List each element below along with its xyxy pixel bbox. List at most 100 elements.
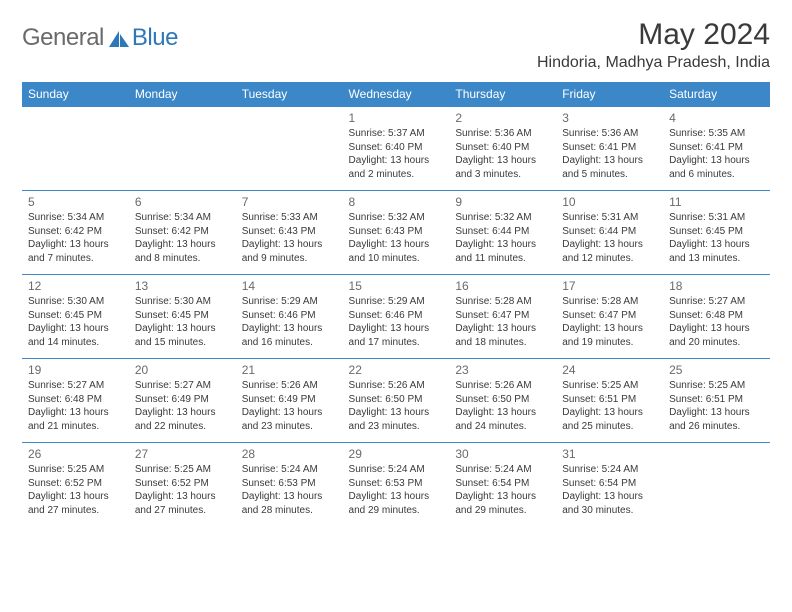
daylight-line: Daylight: 13 hours and 21 minutes.: [28, 406, 123, 433]
day-info: Sunrise: 5:32 AMSunset: 6:43 PMDaylight:…: [349, 211, 444, 265]
sunset-line: Sunset: 6:40 PM: [455, 141, 550, 155]
sunset-line: Sunset: 6:54 PM: [455, 477, 550, 491]
day-number: 11: [669, 195, 764, 209]
day-number: 13: [135, 279, 230, 293]
sunrise-line: Sunrise: 5:30 AM: [135, 295, 230, 309]
sunrise-line: Sunrise: 5:27 AM: [669, 295, 764, 309]
day-header: Saturday: [663, 82, 770, 107]
sunset-line: Sunset: 6:49 PM: [135, 393, 230, 407]
sunset-line: Sunset: 6:53 PM: [349, 477, 444, 491]
day-number: 10: [562, 195, 657, 209]
topbar: General Blue May 2024 Hindoria, Madhya P…: [22, 18, 770, 72]
calendar-day-cell: 6Sunrise: 5:34 AMSunset: 6:42 PMDaylight…: [129, 191, 236, 275]
day-info: Sunrise: 5:24 AMSunset: 6:53 PMDaylight:…: [349, 463, 444, 517]
day-info: Sunrise: 5:24 AMSunset: 6:54 PMDaylight:…: [562, 463, 657, 517]
calendar-header-row: SundayMondayTuesdayWednesdayThursdayFrid…: [22, 82, 770, 107]
calendar-day-cell: 1Sunrise: 5:37 AMSunset: 6:40 PMDaylight…: [343, 107, 450, 191]
calendar-day-cell: 12 Sunrise: 5:30 AMSunset: 6:45 PMDayligh…: [22, 275, 129, 359]
day-info: Sunrise: 5:33 AMSunset: 6:43 PMDaylight:…: [242, 211, 337, 265]
day-number: 23: [455, 363, 550, 377]
sunrise-line: Sunrise: 5:34 AM: [135, 211, 230, 225]
logo: General Blue: [22, 18, 178, 52]
daylight-line: Daylight: 13 hours and 16 minutes.: [242, 322, 337, 349]
sunset-line: Sunset: 6:48 PM: [669, 309, 764, 323]
sunrise-line: Sunrise: 5:24 AM: [455, 463, 550, 477]
day-info: Sunrise: 5:27 AMSunset: 6:48 PMDaylight:…: [28, 379, 123, 433]
calendar-week-row: 26Sunrise: 5:25 AMSunset: 6:52 PMDayligh…: [22, 443, 770, 527]
sunrise-line: Sunrise: 5:26 AM: [455, 379, 550, 393]
day-number: 3: [562, 111, 657, 125]
day-number: 2: [455, 111, 550, 125]
day-number: 28: [242, 447, 337, 461]
logo-text-blue: Blue: [132, 24, 178, 52]
calendar-day-cell: 9Sunrise: 5:32 AMSunset: 6:44 PMDaylight…: [449, 191, 556, 275]
daylight-line: Daylight: 13 hours and 24 minutes.: [455, 406, 550, 433]
calendar-week-row: 5Sunrise: 5:34 AMSunset: 6:42 PMDaylight…: [22, 191, 770, 275]
daylight-line: Daylight: 13 hours and 17 minutes.: [349, 322, 444, 349]
daylight-line: Daylight: 13 hours and 19 minutes.: [562, 322, 657, 349]
calendar-day-cell: 4Sunrise: 5:35 AMSunset: 6:41 PMDaylight…: [663, 107, 770, 191]
daylight-line: Daylight: 13 hours and 7 minutes.: [28, 238, 123, 265]
daylight-line: Daylight: 13 hours and 12 minutes.: [562, 238, 657, 265]
day-number: 29: [349, 447, 444, 461]
sunrise-line: Sunrise: 5:32 AM: [349, 211, 444, 225]
sunset-line: Sunset: 6:54 PM: [562, 477, 657, 491]
day-info: Sunrise: 5:29 AMSunset: 6:46 PMDaylight:…: [349, 295, 444, 349]
calendar-day-cell: 7Sunrise: 5:33 AMSunset: 6:43 PMDaylight…: [236, 191, 343, 275]
day-info: Sunrise: 5:30 AMSunset: 6:45 PMDaylight:…: [28, 295, 123, 349]
calendar-week-row: 19Sunrise: 5:27 AMSunset: 6:48 PMDayligh…: [22, 359, 770, 443]
day-info: Sunrise: 5:34 AMSunset: 6:42 PMDaylight:…: [28, 211, 123, 265]
sunset-line: Sunset: 6:40 PM: [349, 141, 444, 155]
calendar-table: SundayMondayTuesdayWednesdayThursdayFrid…: [22, 82, 770, 527]
sunset-line: Sunset: 6:46 PM: [349, 309, 444, 323]
daylight-line: Daylight: 13 hours and 27 minutes.: [135, 490, 230, 517]
sunset-line: Sunset: 6:51 PM: [562, 393, 657, 407]
sunset-line: Sunset: 6:41 PM: [669, 141, 764, 155]
day-info: Sunrise: 5:26 AMSunset: 6:50 PMDaylight:…: [349, 379, 444, 433]
daylight-line: Daylight: 13 hours and 9 minutes.: [242, 238, 337, 265]
daylight-line: Daylight: 13 hours and 23 minutes.: [349, 406, 444, 433]
sunrise-line: Sunrise: 5:25 AM: [562, 379, 657, 393]
day-number: 12: [28, 279, 123, 293]
sunrise-line: Sunrise: 5:28 AM: [455, 295, 550, 309]
day-number: 18: [669, 279, 764, 293]
sunrise-line: Sunrise: 5:35 AM: [669, 127, 764, 141]
sunrise-line: Sunrise: 5:36 AM: [455, 127, 550, 141]
sunrise-line: Sunrise: 5:29 AM: [349, 295, 444, 309]
calendar-day-cell: 13 Sunrise: 5:30 AMSunset: 6:45 PMDayligh…: [129, 275, 236, 359]
location: Hindoria, Madhya Pradesh, India: [537, 54, 770, 72]
sunrise-line: Sunrise: 5:25 AM: [669, 379, 764, 393]
day-info: Sunrise: 5:28 AMSunset: 6:47 PMDaylight:…: [455, 295, 550, 349]
daylight-line: Daylight: 13 hours and 5 minutes.: [562, 154, 657, 181]
sunset-line: Sunset: 6:47 PM: [562, 309, 657, 323]
day-info: Sunrise: 5:25 AMSunset: 6:52 PMDaylight:…: [28, 463, 123, 517]
sunrise-line: Sunrise: 5:25 AM: [135, 463, 230, 477]
sunrise-line: Sunrise: 5:33 AM: [242, 211, 337, 225]
day-info: Sunrise: 5:25 AMSunset: 6:51 PMDaylight:…: [562, 379, 657, 433]
day-number: 25: [669, 363, 764, 377]
calendar-day-cell: 29 Sunrise: 5:24 AMSunset: 6:53 PMDayligh…: [343, 443, 450, 527]
sunset-line: Sunset: 6:47 PM: [455, 309, 550, 323]
calendar-day-cell: 30Sunrise: 5:24 AMSunset: 6:54 PMDayligh…: [449, 443, 556, 527]
day-number: 6: [135, 195, 230, 209]
sunrise-line: Sunrise: 5:31 AM: [669, 211, 764, 225]
daylight-line: Daylight: 13 hours and 15 minutes.: [135, 322, 230, 349]
calendar-week-row: 1Sunrise: 5:37 AMSunset: 6:40 PMDaylight…: [22, 107, 770, 191]
sunrise-line: Sunrise: 5:24 AM: [349, 463, 444, 477]
sunset-line: Sunset: 6:48 PM: [28, 393, 123, 407]
sunset-line: Sunset: 6:52 PM: [28, 477, 123, 491]
calendar-day-cell: [22, 107, 129, 191]
calendar-day-cell: 27Sunrise: 5:25 AMSunset: 6:52 PMDayligh…: [129, 443, 236, 527]
calendar-page: General Blue May 2024 Hindoria, Madhya P…: [0, 0, 792, 545]
day-info: Sunrise: 5:24 AMSunset: 6:54 PMDaylight:…: [455, 463, 550, 517]
sunrise-line: Sunrise: 5:37 AM: [349, 127, 444, 141]
calendar-day-cell: 15Sunrise: 5:29 AMSunset: 6:46 PMDayligh…: [343, 275, 450, 359]
day-info: Sunrise: 5:32 AMSunset: 6:44 PMDaylight:…: [455, 211, 550, 265]
sunset-line: Sunset: 6:53 PM: [242, 477, 337, 491]
calendar-day-cell: 8Sunrise: 5:32 AMSunset: 6:43 PMDaylight…: [343, 191, 450, 275]
daylight-line: Daylight: 13 hours and 29 minutes.: [349, 490, 444, 517]
calendar-day-cell: 22Sunrise: 5:26 AMSunset: 6:50 PMDayligh…: [343, 359, 450, 443]
calendar-day-cell: 3Sunrise: 5:36 AMSunset: 6:41 PMDaylight…: [556, 107, 663, 191]
calendar-day-cell: 2Sunrise: 5:36 AMSunset: 6:40 PMDaylight…: [449, 107, 556, 191]
sunset-line: Sunset: 6:45 PM: [135, 309, 230, 323]
